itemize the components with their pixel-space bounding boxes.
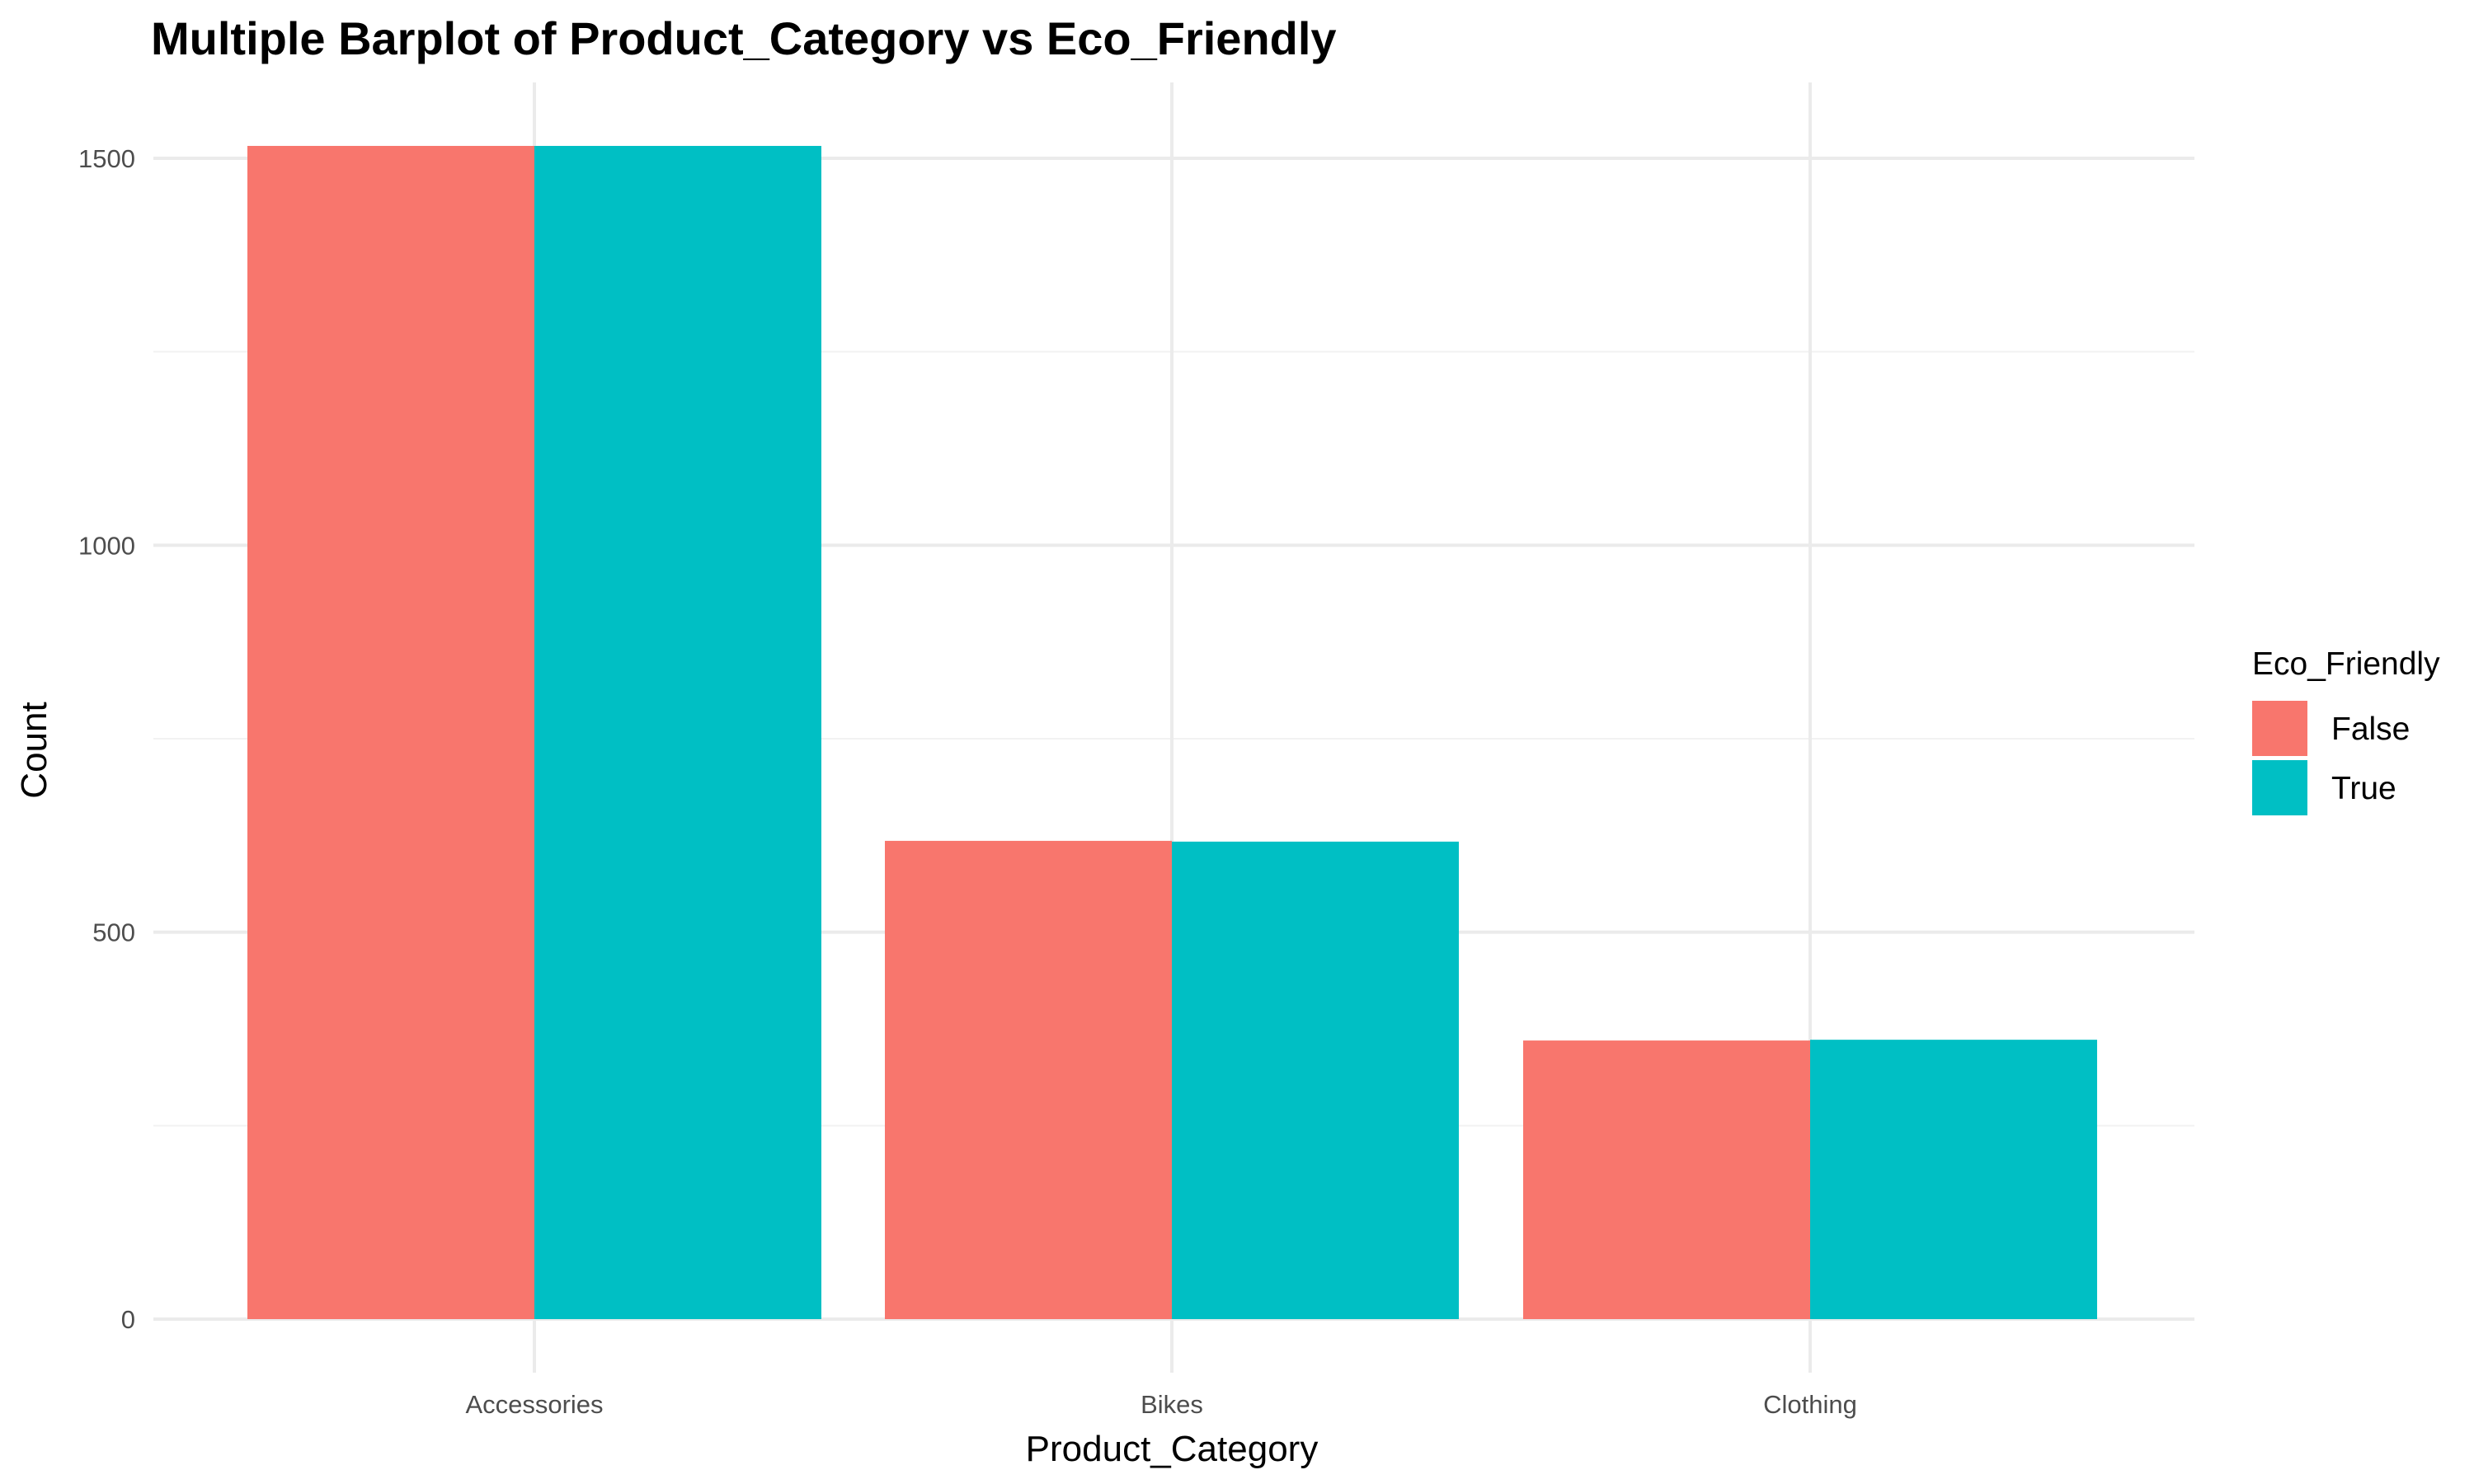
bar-bikes-true <box>1172 841 1459 1319</box>
bar-bikes-false <box>885 840 1172 1319</box>
y-tick-label: 1000 <box>78 531 135 560</box>
legend-title: Eco_Friendly <box>2252 646 2440 682</box>
x-tick-label: Accessories <box>465 1390 603 1419</box>
legend-items: False True <box>2252 701 2410 815</box>
bar-clothing-false <box>1523 1040 1810 1319</box>
tick-labels: 0 500 1000 1500 Accessories Bikes Clothing <box>78 144 1857 1419</box>
y-tick-label: 1500 <box>78 144 135 173</box>
x-tick-label: Bikes <box>1141 1390 1203 1419</box>
legend-label-true: True <box>2331 771 2396 806</box>
chart-title: Multiple Barplot of Product_Category vs … <box>151 12 1337 64</box>
y-tick-label: 500 <box>92 918 135 947</box>
legend-key-true <box>2252 760 2307 815</box>
legend-label-false: False <box>2331 711 2410 747</box>
x-axis-title: Product_Category <box>1026 1429 1319 1469</box>
legend-key-false <box>2252 701 2307 756</box>
bar-accessories-false <box>247 145 534 1320</box>
x-tick-label: Clothing <box>1763 1390 1857 1419</box>
legend: Eco_Friendly False True <box>2252 646 2440 815</box>
bars <box>247 145 2097 1320</box>
y-axis-title: Count <box>14 702 54 798</box>
bar-accessories-true <box>534 145 821 1320</box>
bar-clothing-true <box>1810 1040 2097 1319</box>
y-tick-label: 0 <box>121 1305 135 1334</box>
